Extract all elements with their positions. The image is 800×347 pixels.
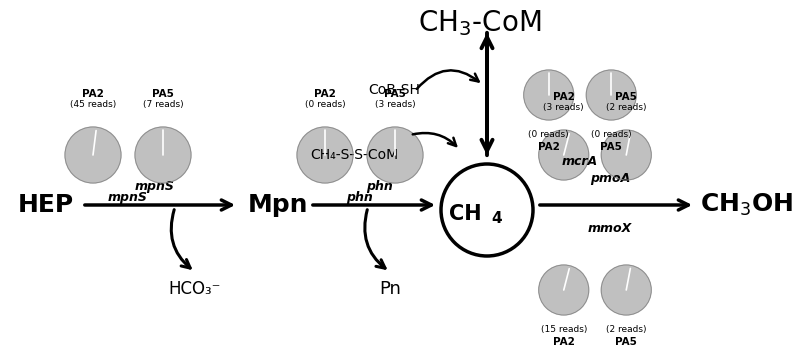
Text: (0 reads): (0 reads) [591,130,631,139]
Circle shape [367,127,423,183]
Text: PA2: PA2 [553,92,574,102]
Text: mpnS: mpnS [108,191,148,204]
Circle shape [602,130,651,180]
Circle shape [538,265,589,315]
Circle shape [524,70,574,120]
Text: PA2: PA2 [553,337,574,347]
Text: PA2: PA2 [82,89,104,99]
Text: 4: 4 [492,211,502,226]
Text: PA5: PA5 [615,337,637,347]
Text: (45 reads): (45 reads) [70,100,116,109]
Circle shape [441,164,533,256]
Text: mpnS: mpnS [135,180,175,193]
Text: (0 reads): (0 reads) [305,100,346,109]
Text: Pn: Pn [379,280,401,298]
Circle shape [65,127,121,183]
Text: HCO₃⁻: HCO₃⁻ [169,280,221,298]
Circle shape [602,265,651,315]
Text: phn: phn [366,180,394,193]
Text: (3 reads): (3 reads) [374,100,415,109]
Circle shape [586,70,636,120]
Text: pmoA: pmoA [590,172,630,185]
Circle shape [538,130,589,180]
Text: phn: phn [346,191,374,204]
Text: PA5: PA5 [600,142,622,152]
Text: PA5: PA5 [384,89,406,99]
Text: PA2: PA2 [538,142,560,152]
Text: PA2: PA2 [314,89,336,99]
Text: CH$_3$-CoM: CH$_3$-CoM [418,8,542,38]
Text: HEP: HEP [18,193,74,217]
Text: CoB-SH: CoB-SH [368,83,420,97]
Text: CH₄-S-S-CoM: CH₄-S-S-CoM [310,148,398,162]
Text: PA5: PA5 [615,92,637,102]
Text: mcrA: mcrA [562,155,598,168]
Circle shape [135,127,191,183]
Text: CH$_3$OH: CH$_3$OH [700,192,794,218]
Text: (3 reads): (3 reads) [543,103,584,112]
Text: Mpn: Mpn [248,193,309,217]
Text: (2 reads): (2 reads) [606,103,646,112]
Text: mmoX: mmoX [588,222,632,235]
Text: (15 reads): (15 reads) [541,325,587,334]
Text: CH: CH [450,204,482,224]
Circle shape [297,127,353,183]
Text: (2 reads): (2 reads) [606,325,646,334]
Text: (0 reads): (0 reads) [529,130,569,139]
Text: (7 reads): (7 reads) [142,100,183,109]
Text: PA5: PA5 [152,89,174,99]
